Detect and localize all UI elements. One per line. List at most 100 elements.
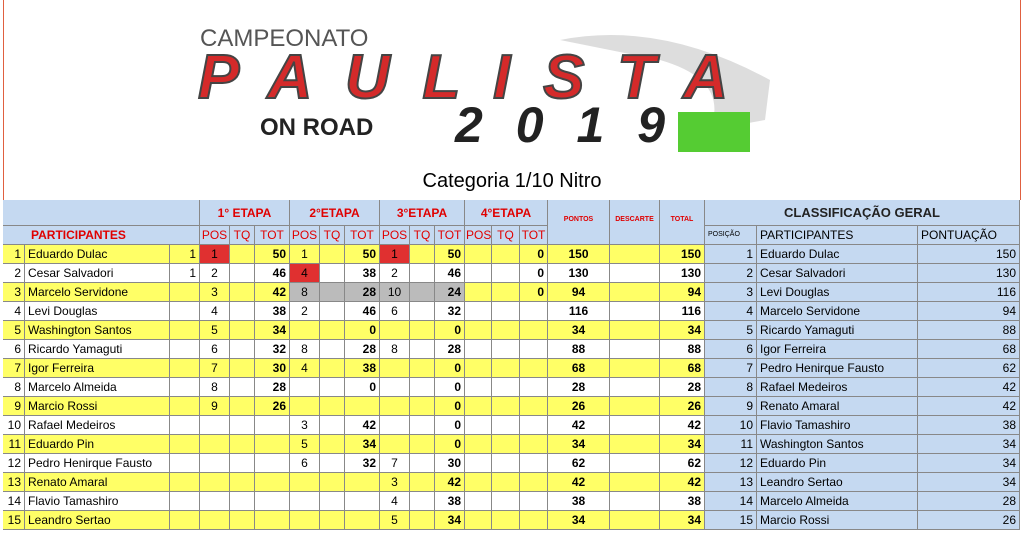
stage-column-header: POS (380, 226, 410, 245)
table-cell (320, 359, 345, 378)
table-cell (200, 473, 230, 492)
table-cell: 0 (435, 321, 465, 340)
table-cell: 10 (3, 416, 25, 435)
table-cell (255, 454, 290, 473)
table-cell (492, 264, 520, 283)
table-cell (230, 340, 255, 359)
table-cell: 5 (200, 321, 230, 340)
table-cell: 34 (435, 511, 465, 530)
stage-column-header: POS (290, 226, 320, 245)
table-cell: 42 (660, 416, 705, 435)
table-cell: 30 (435, 454, 465, 473)
table-cell (492, 245, 520, 264)
table-cell (320, 473, 345, 492)
table-cell: 7 (380, 454, 410, 473)
standings-cell: 150 (918, 245, 1020, 264)
standings-name: Ricardo Yamaguti (757, 321, 918, 340)
table-cell: 28 (548, 378, 610, 397)
table-cell (230, 264, 255, 283)
participant-name: Levi Douglas (25, 302, 170, 321)
standings-cell: 7 (705, 359, 757, 378)
table-cell: 34 (345, 435, 380, 454)
table-cell (230, 302, 255, 321)
stage-column-header: TOT (520, 226, 548, 245)
participant-name: Eduardo Dulac (25, 245, 170, 264)
table-cell (492, 454, 520, 473)
standings-cell: 68 (918, 340, 1020, 359)
table-cell: 0 (435, 397, 465, 416)
table-cell (610, 359, 660, 378)
table-cell: 14 (3, 492, 25, 511)
table-cell (610, 302, 660, 321)
table-cell (345, 397, 380, 416)
table-cell (320, 397, 345, 416)
table-cell (320, 511, 345, 530)
table-cell: 34 (660, 321, 705, 340)
table-cell (320, 435, 345, 454)
table-cell (290, 473, 320, 492)
table-cell: 34 (548, 435, 610, 454)
table-cell: 130 (548, 264, 610, 283)
table-cell: 94 (660, 283, 705, 302)
table-cell: 50 (255, 245, 290, 264)
table-cell (170, 435, 200, 454)
table-cell: 2 (3, 264, 25, 283)
participant-name: Marcelo Servidone (25, 283, 170, 302)
table-cell: 0 (345, 321, 380, 340)
table-cell: 42 (548, 473, 610, 492)
table-cell (290, 321, 320, 340)
table-cell (520, 378, 548, 397)
table-cell (170, 492, 200, 511)
table-cell: 42 (435, 473, 465, 492)
table-cell: 38 (345, 264, 380, 283)
table-cell (492, 340, 520, 359)
standings-cell: 34 (918, 435, 1020, 454)
table-cell (610, 283, 660, 302)
standings-cell: 9 (705, 397, 757, 416)
table-cell: 3 (380, 473, 410, 492)
standings-cell: 94 (918, 302, 1020, 321)
table-cell (170, 511, 200, 530)
standings-name: Cesar Salvadori (757, 264, 918, 283)
table-cell (230, 492, 255, 511)
table-cell (200, 435, 230, 454)
standings-cell: 3 (705, 283, 757, 302)
table-cell (380, 359, 410, 378)
table-cell (380, 435, 410, 454)
standings-name: Rafael Medeiros (757, 378, 918, 397)
table-cell (380, 378, 410, 397)
table-cell (170, 340, 200, 359)
table-cell (520, 416, 548, 435)
table-cell: 94 (548, 283, 610, 302)
standings-cell: 14 (705, 492, 757, 511)
table-cell (465, 416, 492, 435)
table-cell: 130 (660, 264, 705, 283)
table-cell: 150 (660, 245, 705, 264)
table-cell: 8 (3, 378, 25, 397)
table-cell (410, 397, 435, 416)
table-cell (290, 492, 320, 511)
table-cell (380, 321, 410, 340)
table-cell: 32 (345, 454, 380, 473)
table-cell: 30 (255, 359, 290, 378)
table-cell (290, 511, 320, 530)
participant-name: Renato Amaral (25, 473, 170, 492)
table-cell (255, 492, 290, 511)
table-cell: 28 (345, 340, 380, 359)
table-cell (345, 473, 380, 492)
stage-column-header: TQ (320, 226, 345, 245)
participant-name: Marcio Rossi (25, 397, 170, 416)
table-cell (230, 397, 255, 416)
table-cell (345, 492, 380, 511)
table-cell (465, 473, 492, 492)
table-cell (610, 245, 660, 264)
table-cell (410, 416, 435, 435)
standings-column-header: PARTICIPANTES (757, 226, 918, 245)
table-cell: 62 (548, 454, 610, 473)
stage-column-header: TQ (410, 226, 435, 245)
table-cell (410, 245, 435, 264)
table-cell (610, 435, 660, 454)
standings-name: Levi Douglas (757, 283, 918, 302)
table-cell (345, 511, 380, 530)
table-cell (230, 511, 255, 530)
